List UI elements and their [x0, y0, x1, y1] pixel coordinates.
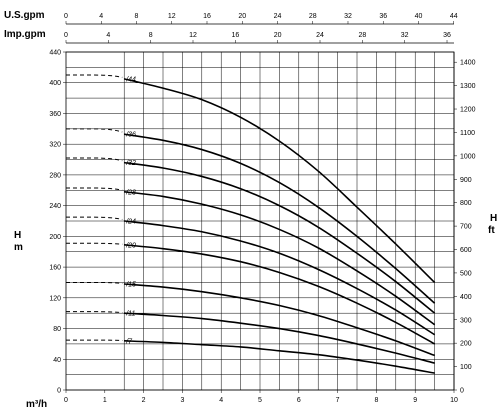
curve-label-20: /20: [125, 242, 136, 249]
top-tick-label: 8: [149, 32, 153, 39]
y-left-tick-label: 160: [49, 265, 61, 272]
top-tick-label: 24: [316, 32, 324, 39]
shutoff-dash-32: [66, 157, 123, 162]
shutoff-dash-11: [66, 311, 123, 314]
ticks: 0 1 2 3 4 5 6 7 8 9 100408012016020024028032036040…: [49, 13, 475, 404]
imp-gpm-label: Imp.gpm: [4, 29, 46, 40]
y-left-tick-label: 360: [49, 111, 61, 118]
x-tick-label: 3: [180, 397, 184, 404]
top-tick-label: 16: [231, 32, 239, 39]
curve-labels: /44/36/32/28/24/20/15/11/7: [125, 76, 136, 345]
y-right-tick-label: 600: [460, 247, 472, 254]
y-right-tick-label: 300: [460, 317, 472, 324]
y-right-tick-label: 1300: [460, 83, 476, 90]
top-tick-label: 12: [168, 13, 176, 20]
top-tick-label: 36: [379, 13, 387, 20]
y-left-tick-label: 240: [49, 203, 61, 210]
curve-11: [124, 312, 435, 364]
curve-7: [124, 340, 435, 374]
x-tick-label: 9: [413, 397, 417, 404]
top-tick-label: 16: [203, 13, 211, 20]
y-right-tick-label: 0: [460, 388, 464, 395]
y-right-tick-label: 100: [460, 364, 472, 371]
x-tick-label: 0: [64, 397, 68, 404]
y-right-tick-label: 400: [460, 294, 472, 301]
x-tick-label: 4: [219, 397, 223, 404]
curve-28: [124, 191, 436, 326]
y-left-tick-label: 400: [49, 80, 61, 87]
curve-36: [124, 133, 436, 304]
y-right-tick-label: 1100: [460, 130, 475, 137]
top-tick-label: 0: [64, 32, 68, 39]
top-tick-label: 0: [64, 13, 68, 20]
shutoff-dash-44: [66, 74, 123, 78]
curve-44: [124, 78, 436, 284]
curve-label-11: /11: [125, 311, 135, 318]
y-left-tick-label: 320: [49, 142, 61, 149]
top-tick-label: 28: [309, 13, 317, 20]
curve-15: [124, 283, 435, 357]
y-left-tick-label: 440: [49, 50, 61, 57]
y-left-tick-label: 40: [53, 357, 61, 364]
top-tick-label: 36: [443, 32, 451, 39]
x-tick-label: 8: [374, 397, 378, 404]
top-tick-label: 12: [189, 32, 197, 39]
top-tick-label: 32: [401, 32, 409, 39]
curve-label-32: /32: [125, 160, 136, 167]
x-tick-label: 6: [297, 397, 301, 404]
curve-label-44: /44: [125, 76, 136, 83]
x-tick-label: 5: [258, 397, 262, 404]
curve-label-15: /15: [125, 281, 136, 288]
y-left-tick-label: 280: [49, 172, 61, 179]
y-left-tick-label: 120: [49, 295, 61, 302]
y-right-tick-label: 700: [460, 224, 472, 231]
y-right-label-unit: ft: [488, 225, 495, 236]
x-tick-label: 1: [103, 397, 107, 404]
y-right-tick-label: 200: [460, 341, 472, 348]
y-left-tick-label: 0: [57, 388, 61, 395]
y-right-tick-label: 500: [460, 270, 472, 277]
y-right-tick-label: 1400: [460, 60, 476, 67]
top-tick-label: 4: [99, 13, 103, 20]
y-left-label-unit: m: [14, 242, 23, 253]
x-tick-label: 10: [450, 397, 458, 404]
y-right-tick-label: 1000: [460, 153, 476, 160]
top-tick-label: 28: [358, 32, 366, 39]
curve-24: [124, 220, 436, 336]
shutoff-dash-36: [66, 128, 123, 133]
us-gpm-label: U.S.gpm: [4, 10, 45, 21]
shutoff-dash-28: [66, 187, 123, 191]
curve-label-36: /36: [125, 132, 136, 139]
curve-20: [124, 244, 435, 345]
top-tick-label: 32: [344, 13, 352, 20]
y-right-tick-label: 1200: [460, 107, 476, 114]
y-left-tick-label: 80: [53, 326, 61, 333]
y-right-tick-label: 900: [460, 177, 472, 184]
y-left-label-h: H: [14, 230, 21, 241]
y-right-tick-label: 800: [460, 200, 472, 207]
top-tick-label: 20: [274, 32, 282, 39]
top-tick-label: 4: [106, 32, 110, 39]
shutoff-dash-24: [66, 216, 123, 220]
y-left-tick-label: 200: [49, 234, 61, 241]
curve-label-28: /28: [125, 189, 136, 196]
x-tick-label: 7: [336, 397, 340, 404]
top-tick-label: 40: [415, 13, 423, 20]
y-right-label-h: H: [490, 213, 497, 224]
top-tick-label: 24: [274, 13, 282, 20]
x-tick-label: 2: [142, 397, 146, 404]
curves: [124, 78, 436, 374]
top-tick-label: 8: [135, 13, 139, 20]
shutoff-dash-15: [66, 281, 123, 284]
curve-label-24: /24: [125, 219, 136, 226]
top-tick-label: 44: [450, 13, 458, 20]
top-tick-label: 20: [238, 13, 246, 20]
x-axis-label: m³/h: [26, 399, 47, 410]
shutoff-dashes: [66, 74, 123, 342]
curve-label-7: /7: [125, 338, 133, 345]
curve-32: [124, 161, 436, 314]
shutoff-dash-20: [66, 242, 123, 245]
